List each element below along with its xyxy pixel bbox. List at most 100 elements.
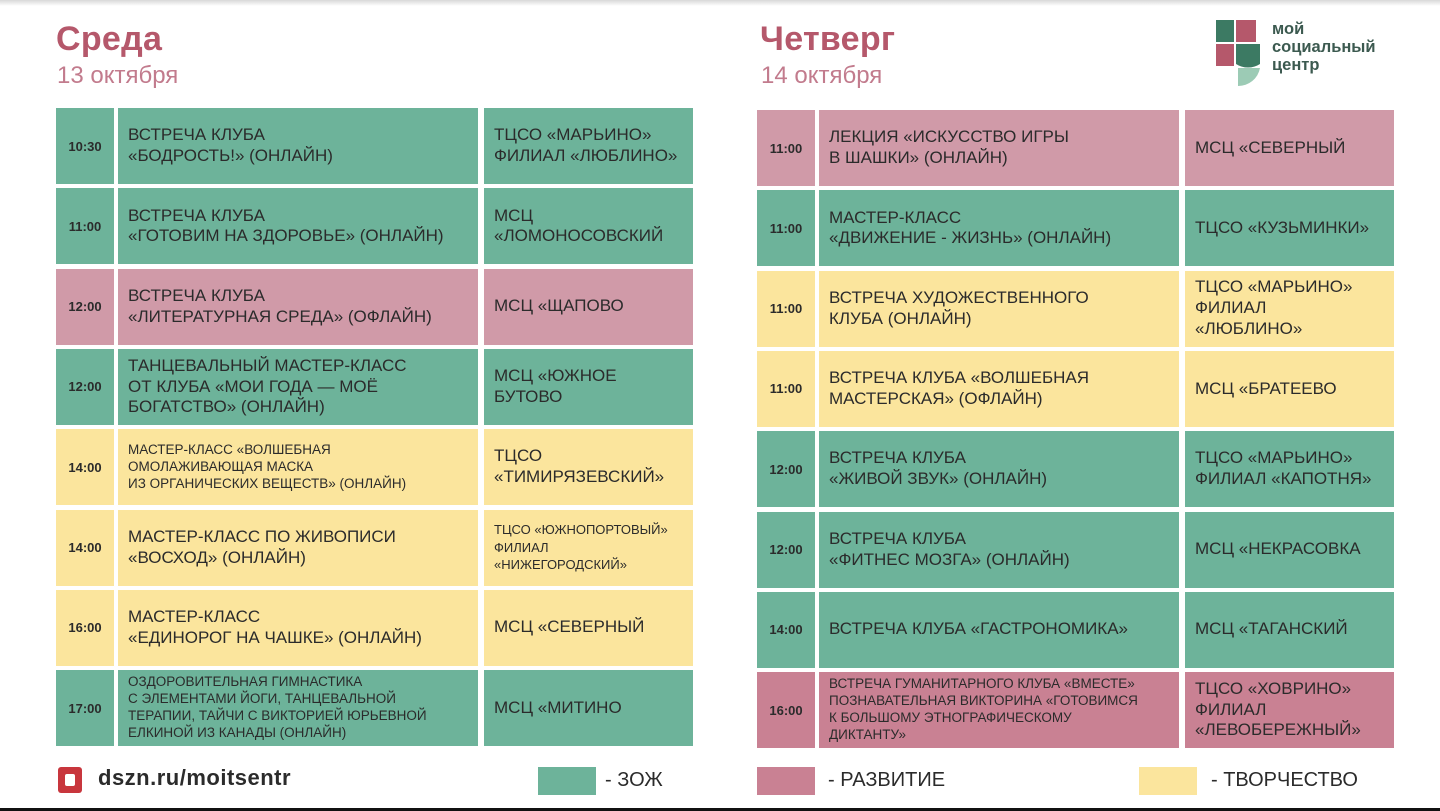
row-place: МСЦ «СЕВЕРНЫЙ (484, 589, 693, 666)
row-place-text: ТЦСО «КУЗЬМИНКИ» (1195, 217, 1370, 237)
row-place: МСЦ «МИТИНО (484, 670, 693, 747)
row-time-text: 17:00 (68, 700, 102, 716)
row-event-text: ВСТРЕЧА КЛУБА «ЖИВОЙ ЗВУК» (ОНЛАЙН) (829, 448, 1048, 489)
row-place-text: МСЦ «НЕКРАСОВКА (1195, 539, 1361, 559)
row-place-text: МСЦ «ЮЖНОЕ БУТОВО (494, 366, 617, 406)
row-time-text: 14:00 (68, 459, 102, 475)
schedule-row: 11:00 ВСТРЕЧА КЛУБА «ГОТОВИМ НА ЗДОРОВЬЕ»… (56, 188, 693, 265)
row-event-text: ВСТРЕЧА КЛУБА «ФИТНЕС МОЗГА» (ОНЛАЙН) (829, 528, 1070, 569)
top-shadow (0, 0, 1440, 6)
schedule-row: 10:30 ВСТРЕЧА КЛУБА «БОДРОСТЬ!» (ОНЛАЙН) Т… (56, 108, 693, 184)
row-time: 11:00 (757, 350, 815, 427)
row-event-text: ВСТРЕЧА ГУМАНИТАРНОГО КЛУБА «ВМЕСТЕ» ПОЗ… (829, 676, 1138, 742)
logo-text: мой социальный центр (1272, 20, 1376, 75)
row-event: ВСТРЕЧА КЛУБА «ГОТОВИМ НА ЗДОРОВЬЕ» (ОНЛ… (118, 188, 478, 265)
row-event: ВСТРЕЧА КЛУБА «ЛИТЕРАТУРНАЯ СРЕДА» (ОФЛА… (118, 268, 478, 345)
row-place: ТЦСО «ХОВРИНО» ФИЛИАЛ «ЛЕВОБЕРЕЖНЫЙ» (1185, 672, 1394, 749)
row-event-text: МАСТЕР-КЛАСС «ЕДИНОРОГ НА ЧАШКЕ» (ОНЛАЙН… (128, 607, 422, 647)
row-event: ЛЕКЦИЯ «ИСКУССТВО ИГРЫ В ШАШКИ» (ОНЛАЙН) (819, 110, 1179, 186)
row-event-text: ВСТРЕЧА КЛУБА «ВОЛШЕБНАЯ МАСТЕРСКАЯ» (ОФ… (829, 368, 1090, 408)
schedule-row: 11:00 ВСТРЕЧА КЛУБА «ВОЛШЕБНАЯ МАСТЕРСКАЯ… (757, 350, 1394, 427)
row-place: ТЦСО «ЮЖНОПОРТОВЫЙ» ФИЛИАЛ «НИЖЕГОРОДСКИ… (484, 509, 693, 586)
row-event: ТАНЦЕВАЛЬНЫЙ МАСТЕР-КЛАСС ОТ КЛУБА «МОИ … (118, 348, 478, 425)
right-day-title: Четверг (760, 20, 896, 58)
row-place-text: МСЦ «БРАТЕЕВО (1195, 378, 1337, 398)
row-time: 12:00 (56, 348, 114, 425)
row-place-text: МСЦ «СЕВЕРНЫЙ (1195, 137, 1346, 157)
row-time: 12:00 (757, 511, 815, 588)
row-place: ТЦСО «МАРЬИНО» ФИЛИАЛ «ЛЮБЛИНО» (484, 108, 693, 184)
row-event-text: ВСТРЕЧА КЛУБА «ЛИТЕРАТУРНАЯ СРЕДА» (ОФЛА… (128, 285, 432, 326)
schedule-row: 12:00 ВСТРЕЧА КЛУБА «ЖИВОЙ ЗВУК» (ОНЛАЙН)… (757, 431, 1394, 508)
row-event-text: ЛЕКЦИЯ «ИСКУССТВО ИГРЫ В ШАШКИ» (ОНЛАЙН) (829, 127, 1069, 167)
schedule-row: 11:00 ВСТРЕЧА ХУДОЖЕСТВЕННОГО КЛУБА (ОНЛА… (757, 270, 1394, 347)
row-place-text: МСЦ «ЛОМОНОСОВСКИЙ (494, 205, 664, 246)
row-time: 12:00 (757, 431, 815, 508)
row-event: ВСТРЕЧА ХУДОЖЕСТВЕННОГО КЛУБА (ОНЛАЙН) (819, 270, 1179, 347)
row-time: 14:00 (757, 591, 815, 668)
row-time-text: 11:00 (769, 220, 803, 236)
row-time: 10:30 (56, 108, 114, 184)
row-time-text: 11:00 (769, 301, 803, 317)
schedule-row: 11:00 МАСТЕР-КЛАСС «ДВИЖЕНИЕ - ЖИЗНЬ» (ОН… (757, 190, 1394, 267)
row-place-text: МСЦ «ТАГАНСКИЙ (1195, 619, 1348, 639)
legend-swatch-razvitie (757, 767, 815, 795)
row-event: ВСТРЕЧА КЛУБА «ВОЛШЕБНАЯ МАСТЕРСКАЯ» (ОФ… (819, 350, 1179, 427)
row-event: МАСТЕР-КЛАСС «ЕДИНОРОГ НА ЧАШКЕ» (ОНЛАЙН… (118, 589, 478, 666)
row-event: МАСТЕР-КЛАСС ПО ЖИВОПИСИ «ВОСХОД» (ОНЛАЙ… (118, 509, 478, 586)
row-place: МСЦ «ЛОМОНОСОВСКИЙ (484, 188, 693, 265)
row-event-text: ОЗДОРОВИТЕЛЬНАЯ ГИМНАСТИКА С ЭЛЕМЕНТАМИ … (128, 674, 427, 740)
row-event-text: ВСТРЕЧА КЛУБА «ГАСТРОНОМИКА» (829, 619, 1128, 639)
schedule-row: 16:00 МАСТЕР-КЛАСС «ЕДИНОРОГ НА ЧАШКЕ» (О… (56, 589, 693, 666)
row-time: 11:00 (56, 188, 114, 265)
row-place-text: ТЦСО «МАРЬИНО» ФИЛИАЛ «КАПОТНЯ» (1195, 448, 1372, 489)
schedule-row: 12:00 ВСТРЕЧА КЛУБА «ФИТНЕС МОЗГА» (ОНЛАЙ… (757, 511, 1394, 588)
schedule-row: 12:00 ТАНЦЕВАЛЬНЫЙ МАСТЕР-КЛАСС ОТ КЛУБА … (56, 348, 693, 425)
row-time-text: 10:30 (68, 138, 102, 154)
legend-label-tvorchestvo: - ТВОРЧЕСТВО (1211, 769, 1358, 791)
row-event: ОЗДОРОВИТЕЛЬНАЯ ГИМНАСТИКА С ЭЛЕМЕНТАМИ … (118, 670, 478, 747)
schedule-row: 16:00 ВСТРЕЧА ГУМАНИТАРНОГО КЛУБА «ВМЕСТЕ… (757, 672, 1394, 749)
row-event-text: ВСТРЕЧА КЛУБА «ГОТОВИМ НА ЗДОРОВЬЕ» (ОНЛ… (128, 205, 444, 246)
row-event: МАСТЕР-КЛАСС «ДВИЖЕНИЕ - ЖИЗНЬ» (ОНЛАЙН) (819, 190, 1179, 267)
bottom-border (0, 808, 1440, 811)
schedule-row: 12:00 ВСТРЕЧА КЛУБА «ЛИТЕРАТУРНАЯ СРЕДА» … (56, 268, 693, 345)
row-place-text: ТЦСО «ТИМИРЯЗЕВСКИЙ» (494, 446, 665, 487)
row-event: ВСТРЕЧА КЛУБА «БОДРОСТЬ!» (ОНЛАЙН) (118, 108, 478, 184)
row-place-text: ТЦСО «ХОВРИНО» ФИЛИАЛ «ЛЕВОБЕРЕЖНЫЙ» (1195, 678, 1361, 740)
row-time-text: 14:00 (68, 540, 102, 555)
row-place: ТЦСО «МАРЬИНО» ФИЛИАЛ «КАПОТНЯ» (1185, 431, 1394, 508)
row-place: МСЦ «НЕКРАСОВКА (1185, 511, 1394, 588)
row-place-text: МСЦ «СЕВЕРНЫЙ (494, 617, 645, 637)
row-place: МСЦ «ЮЖНОЕ БУТОВО (484, 348, 693, 425)
row-time-text: 11:00 (68, 218, 102, 234)
row-time: 16:00 (56, 589, 114, 666)
row-time-text: 12:00 (68, 379, 102, 395)
row-time-text: 12:00 (769, 461, 803, 477)
footer-url[interactable]: dszn.ru/moitsentr (98, 765, 292, 790)
schedule-row: 14:00 МАСТЕР-КЛАСС ПО ЖИВОПИСИ «ВОСХОД» (… (56, 509, 693, 586)
left-day-date: 13 октября (57, 62, 179, 89)
row-time-text: 14:00 (769, 622, 803, 638)
row-event-text: МАСТЕР-КЛАСС «ВОЛШЕБНАЯ ОМОЛАЖИВАЮЩАЯ МА… (128, 441, 407, 491)
row-time-text: 16:00 (68, 620, 102, 636)
row-place-text: МСЦ «ЩАПОВО (494, 296, 624, 316)
row-time: 11:00 (757, 270, 815, 347)
legend-label-razvitie: - РАЗВИТИЕ (828, 769, 946, 791)
row-time: 11:00 (757, 190, 815, 267)
row-place: ТЦСО «МАРЬИНО» ФИЛИАЛ «ЛЮБЛИНО» (1185, 270, 1394, 347)
row-event: ВСТРЕЧА КЛУБА «ЖИВОЙ ЗВУК» (ОНЛАЙН) (819, 431, 1179, 508)
row-place: МСЦ «ТАГАНСКИЙ (1185, 591, 1394, 668)
row-place-text: МСЦ «МИТИНО (494, 697, 622, 717)
row-time: 12:00 (56, 268, 114, 345)
row-event-text: МАСТЕР-КЛАСС «ДВИЖЕНИЕ - ЖИЗНЬ» (ОНЛАЙН) (829, 207, 1112, 248)
schedule-row: 11:00 ЛЕКЦИЯ «ИСКУССТВО ИГРЫ В ШАШКИ» (ОН… (757, 110, 1394, 186)
row-place: ТЦСО «ТИМИРЯЗЕВСКИЙ» (484, 429, 693, 506)
row-event: МАСТЕР-КЛАСС «ВОЛШЕБНАЯ ОМОЛАЖИВАЮЩАЯ МА… (118, 429, 478, 506)
row-event: ВСТРЕЧА КЛУБА «ФИТНЕС МОЗГА» (ОНЛАЙН) (819, 511, 1179, 588)
row-place-text: ТЦСО «ЮЖНОПОРТОВЫЙ» ФИЛИАЛ «НИЖЕГОРОДСКИ… (494, 522, 668, 573)
row-place-text: ТЦСО «МАРЬИНО» ФИЛИАЛ «ЛЮБЛИНО» (494, 125, 678, 165)
schedule-row: 14:00 МАСТЕР-КЛАСС «ВОЛШЕБНАЯ ОМОЛАЖИВАЮЩ… (56, 429, 693, 506)
moscow-emblem-icon (58, 767, 82, 793)
social-center-logo-icon (1216, 20, 1260, 87)
